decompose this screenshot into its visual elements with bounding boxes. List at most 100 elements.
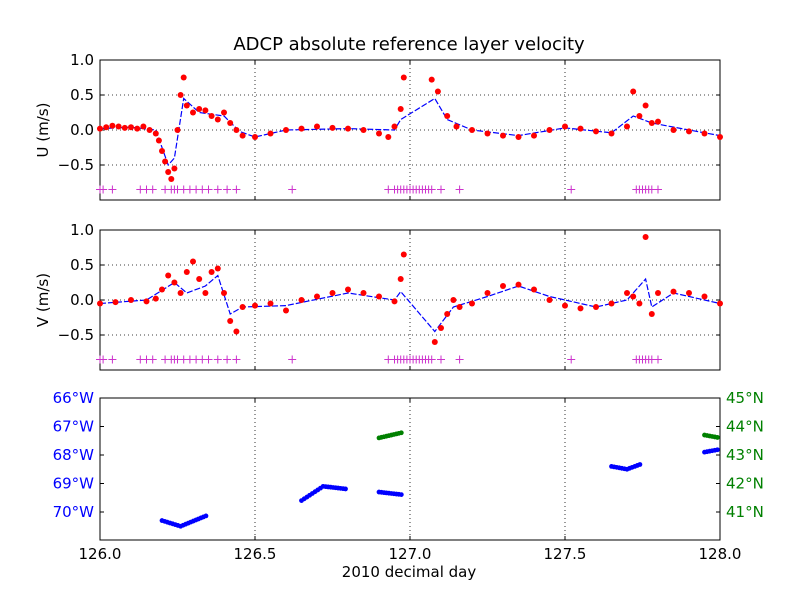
- data-point: [283, 307, 289, 314]
- data-point: [221, 290, 227, 296]
- data-point: [624, 290, 630, 296]
- data-point: [177, 290, 184, 296]
- data-point: [717, 134, 723, 140]
- data-point: [391, 123, 398, 130]
- data-point: [655, 290, 661, 296]
- data-point: [642, 102, 649, 109]
- flag-marker: [288, 355, 297, 364]
- y-tick-label: 1.0: [70, 221, 94, 239]
- data-point: [298, 125, 305, 132]
- flag-marker: [288, 185, 297, 194]
- flag-marker: [654, 355, 662, 364]
- y-tick-label: 0.0: [70, 121, 94, 139]
- data-point: [531, 132, 537, 139]
- flag-marker: [455, 355, 464, 364]
- x-axis-label: 2010 decimal day: [342, 563, 477, 581]
- flag-marker: [213, 185, 222, 194]
- data-point: [515, 134, 522, 140]
- lat-tick-label: 42°N: [726, 475, 764, 493]
- data-point: [174, 127, 181, 133]
- flag-marker: [654, 185, 662, 194]
- data-point: [329, 290, 336, 296]
- data-point: [121, 124, 128, 131]
- data-point: [453, 123, 460, 130]
- data-point: [376, 130, 382, 137]
- flag-marker: [99, 355, 108, 364]
- data-point: [500, 283, 506, 289]
- data-point: [165, 272, 172, 279]
- lon-tick-label: 67°W: [53, 418, 95, 436]
- data-point: [546, 127, 553, 133]
- data-point: [252, 134, 258, 140]
- chart-title: ADCP absolute reference layer velocity: [233, 34, 585, 55]
- x-tick-label: 127.0: [389, 545, 432, 563]
- data-point: [670, 288, 677, 295]
- data-point: [190, 258, 196, 265]
- data-point: [636, 300, 643, 307]
- data-point: [177, 92, 184, 98]
- lon-tick-label: 70°W: [53, 503, 95, 521]
- y-tick-label: 0.5: [70, 86, 94, 104]
- flag-marker: [232, 185, 241, 194]
- data-point: [314, 123, 320, 130]
- data-point: [444, 113, 451, 119]
- data-point: [196, 106, 203, 112]
- lat-point: [398, 430, 404, 436]
- data-point: [630, 88, 637, 95]
- data-point: [608, 130, 615, 137]
- y-tick-label: 0.5: [70, 256, 94, 274]
- data-point: [434, 88, 441, 95]
- data-point: [283, 127, 289, 133]
- flag-marker: [108, 355, 117, 364]
- data-point: [397, 276, 404, 282]
- lat-tick-label: 45°N: [726, 389, 764, 407]
- flag-marker: [437, 185, 445, 194]
- x-tick-label: 126.0: [79, 545, 122, 563]
- data-point: [345, 125, 351, 132]
- data-point: [624, 123, 630, 130]
- data-point: [686, 128, 692, 135]
- data-point: [202, 107, 209, 114]
- data-point: [562, 302, 568, 309]
- data-point: [208, 269, 215, 275]
- data-point: [227, 120, 234, 126]
- data-point: [636, 113, 643, 119]
- data-point: [183, 102, 190, 109]
- data-point: [577, 305, 584, 312]
- data-point: [562, 123, 568, 130]
- data-point: [469, 300, 475, 307]
- data-point: [546, 297, 553, 303]
- data-point: [103, 124, 110, 131]
- flag-marker: [427, 185, 436, 194]
- data-point: [152, 295, 159, 302]
- data-point: [469, 127, 475, 133]
- data-point: [97, 125, 103, 132]
- data-point: [701, 130, 708, 137]
- data-point: [115, 123, 122, 130]
- data-point: [345, 286, 351, 293]
- x-tick-label: 128.0: [699, 545, 742, 563]
- data-point: [233, 127, 240, 133]
- y-tick-label: −0.5: [58, 326, 94, 344]
- data-point: [155, 137, 162, 144]
- y-tick-label: −0.5: [58, 156, 94, 174]
- lon-point: [203, 513, 209, 519]
- data-point: [329, 124, 336, 131]
- lon-tick-label: 68°W: [53, 446, 95, 464]
- data-point: [428, 76, 435, 83]
- data-point: [642, 234, 649, 240]
- lat-point: [715, 435, 720, 440]
- flag-marker: [437, 355, 445, 364]
- flag-marker: [148, 355, 157, 364]
- data-point: [391, 298, 398, 305]
- lon-point: [343, 486, 348, 492]
- data-point: [239, 304, 246, 310]
- data-point: [400, 74, 407, 81]
- flag-marker: [567, 355, 576, 364]
- data-point: [648, 120, 655, 126]
- data-point: [397, 106, 404, 112]
- lon-tick-label: 66°W: [53, 389, 95, 407]
- data-point: [438, 325, 444, 331]
- data-point: [196, 276, 203, 282]
